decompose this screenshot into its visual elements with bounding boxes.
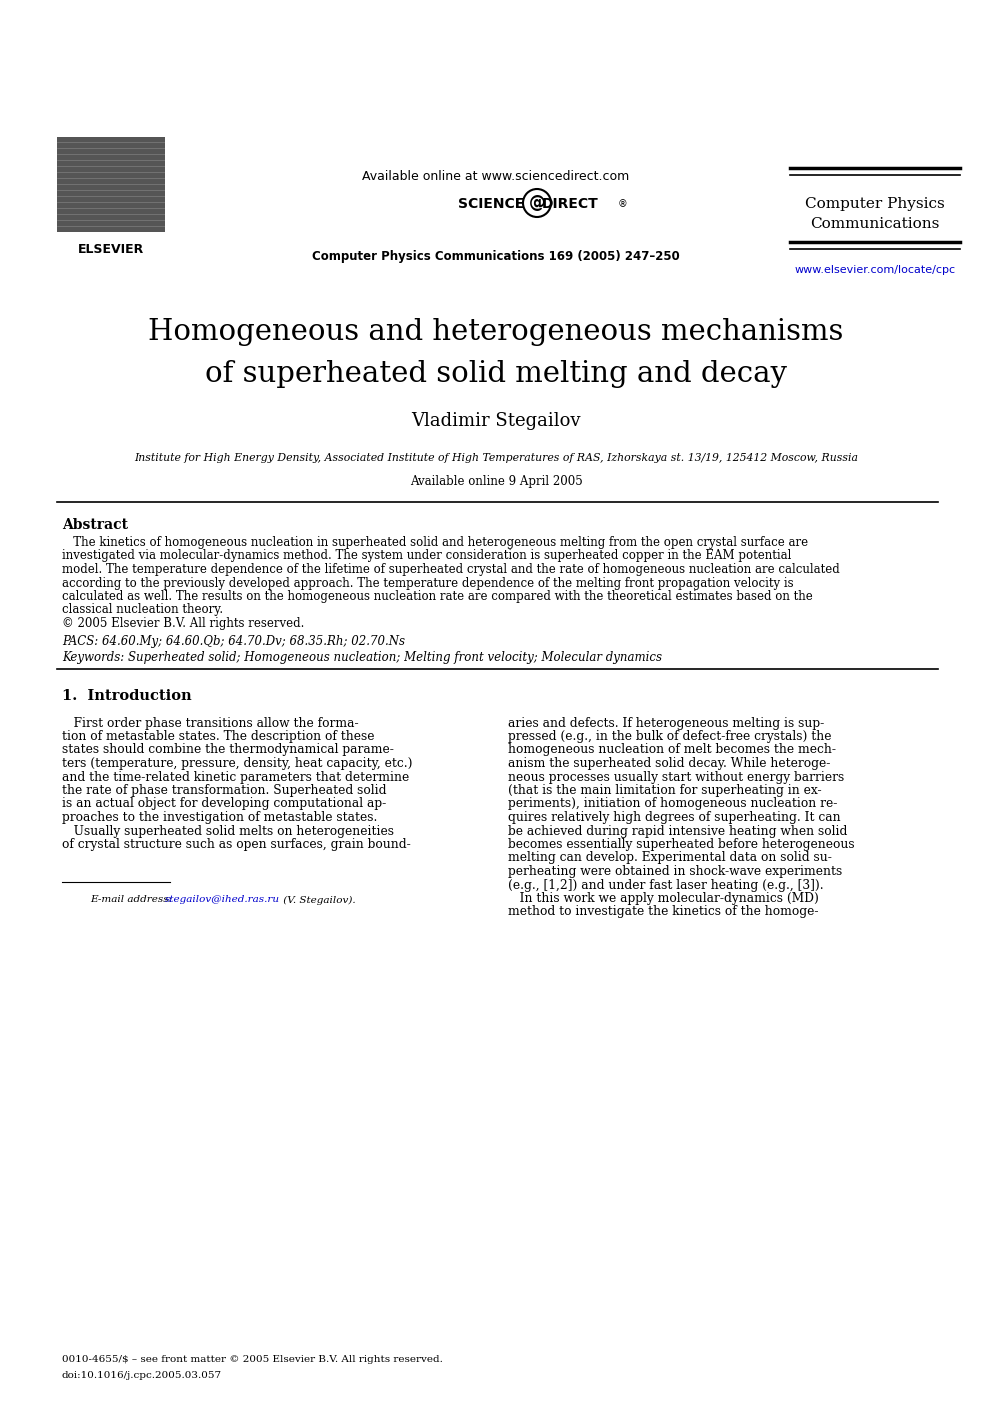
Text: Computer Physics Communications 169 (2005) 247–250: Computer Physics Communications 169 (200… (312, 250, 680, 262)
Text: neous processes usually start without energy barriers: neous processes usually start without en… (508, 770, 844, 783)
Text: periments), initiation of homogeneous nucleation re-: periments), initiation of homogeneous nu… (508, 797, 837, 811)
Text: Computer Physics: Computer Physics (806, 196, 944, 210)
Text: ®: ® (618, 199, 628, 209)
Text: homogeneous nucleation of melt becomes the mech-: homogeneous nucleation of melt becomes t… (508, 744, 836, 756)
Text: 1.  Introduction: 1. Introduction (62, 689, 191, 703)
Text: 0010-4655/$ – see front matter © 2005 Elsevier B.V. All rights reserved.: 0010-4655/$ – see front matter © 2005 El… (62, 1355, 442, 1364)
Text: PACS: 64.60.My; 64.60.Qb; 64.70.Dv; 68.35.Rh; 02.70.Ns: PACS: 64.60.My; 64.60.Qb; 64.70.Dv; 68.3… (62, 634, 405, 648)
Text: aries and defects. If heterogeneous melting is sup-: aries and defects. If heterogeneous melt… (508, 717, 824, 730)
Text: perheating were obtained in shock-wave experiments: perheating were obtained in shock-wave e… (508, 866, 842, 878)
Text: (V. Stegailov).: (V. Stegailov). (280, 895, 355, 905)
Text: DIRECT: DIRECT (542, 196, 599, 210)
Text: of superheated solid melting and decay: of superheated solid melting and decay (205, 361, 787, 389)
Text: melting can develop. Experimental data on solid su-: melting can develop. Experimental data o… (508, 852, 832, 864)
Text: (that is the main limitation for superheating in ex-: (that is the main limitation for superhe… (508, 784, 821, 797)
Text: Usually superheated solid melts on heterogeneities: Usually superheated solid melts on heter… (62, 825, 394, 838)
Text: method to investigate the kinetics of the homoge-: method to investigate the kinetics of th… (508, 905, 818, 919)
Text: Homogeneous and heterogeneous mechanisms: Homogeneous and heterogeneous mechanisms (149, 318, 843, 347)
Text: ELSEVIER: ELSEVIER (78, 243, 144, 255)
Text: states should combine the thermodynamical parame-: states should combine the thermodynamica… (62, 744, 394, 756)
Text: www.elsevier.com/locate/cpc: www.elsevier.com/locate/cpc (795, 265, 955, 275)
Text: proaches to the investigation of metastable states.: proaches to the investigation of metasta… (62, 811, 377, 824)
Text: © 2005 Elsevier B.V. All rights reserved.: © 2005 Elsevier B.V. All rights reserved… (62, 617, 305, 630)
Text: quires relatively high degrees of superheating. It can: quires relatively high degrees of superh… (508, 811, 840, 824)
Bar (57, 137, 165, 231)
Text: model. The temperature dependence of the lifetime of superheated crystal and the: model. The temperature dependence of the… (62, 563, 840, 577)
Text: the rate of phase transformation. Superheated solid: the rate of phase transformation. Superh… (62, 784, 387, 797)
Text: stegailov@ihed.ras.ru: stegailov@ihed.ras.ru (165, 895, 280, 905)
Text: is an actual object for developing computational ap-: is an actual object for developing compu… (62, 797, 386, 811)
Text: E-mail address:: E-mail address: (90, 895, 176, 905)
Text: Available online at www.sciencedirect.com: Available online at www.sciencedirect.co… (362, 170, 630, 182)
Text: classical nucleation theory.: classical nucleation theory. (62, 603, 223, 616)
Text: Communications: Communications (810, 217, 939, 231)
Text: @: @ (529, 194, 546, 212)
Text: Available online 9 April 2005: Available online 9 April 2005 (410, 476, 582, 488)
Text: calculated as well. The results on the homogeneous nucleation rate are compared : calculated as well. The results on the h… (62, 591, 812, 603)
Text: and the time-related kinetic parameters that determine: and the time-related kinetic parameters … (62, 770, 410, 783)
Text: SCIENCE: SCIENCE (458, 196, 524, 210)
Text: In this work we apply molecular-dynamics (MD): In this work we apply molecular-dynamics… (508, 892, 818, 905)
Text: tion of metastable states. The description of these: tion of metastable states. The descripti… (62, 730, 375, 744)
Text: First order phase transitions allow the forma-: First order phase transitions allow the … (62, 717, 359, 730)
Text: The kinetics of homogeneous nucleation in superheated solid and heterogeneous me: The kinetics of homogeneous nucleation i… (62, 536, 808, 549)
Text: pressed (e.g., in the bulk of defect-free crystals) the: pressed (e.g., in the bulk of defect-fre… (508, 730, 831, 744)
Text: investigated via molecular-dynamics method. The system under consideration is su: investigated via molecular-dynamics meth… (62, 550, 792, 563)
Text: Institute for High Energy Density, Associated Institute of High Temperatures of : Institute for High Energy Density, Assoc… (134, 453, 858, 463)
Text: Abstract: Abstract (62, 518, 128, 532)
Text: Keywords: Superheated solid; Homogeneous nucleation; Melting front velocity; Mol: Keywords: Superheated solid; Homogeneous… (62, 651, 662, 664)
Text: becomes essentially superheated before heterogeneous: becomes essentially superheated before h… (508, 838, 855, 852)
Text: Vladimir Stegailov: Vladimir Stegailov (412, 412, 580, 429)
Text: ters (temperature, pressure, density, heat capacity, etc.): ters (temperature, pressure, density, he… (62, 758, 413, 770)
Text: anism the superheated solid decay. While heteroge-: anism the superheated solid decay. While… (508, 758, 830, 770)
Text: of crystal structure such as open surfaces, grain bound-: of crystal structure such as open surfac… (62, 838, 411, 852)
Text: (e.g., [1,2]) and under fast laser heating (e.g., [3]).: (e.g., [1,2]) and under fast laser heati… (508, 878, 823, 891)
Text: be achieved during rapid intensive heating when solid: be achieved during rapid intensive heati… (508, 825, 847, 838)
Text: doi:10.1016/j.cpc.2005.03.057: doi:10.1016/j.cpc.2005.03.057 (62, 1371, 222, 1381)
Text: according to the previously developed approach. The temperature dependence of th: according to the previously developed ap… (62, 577, 794, 589)
